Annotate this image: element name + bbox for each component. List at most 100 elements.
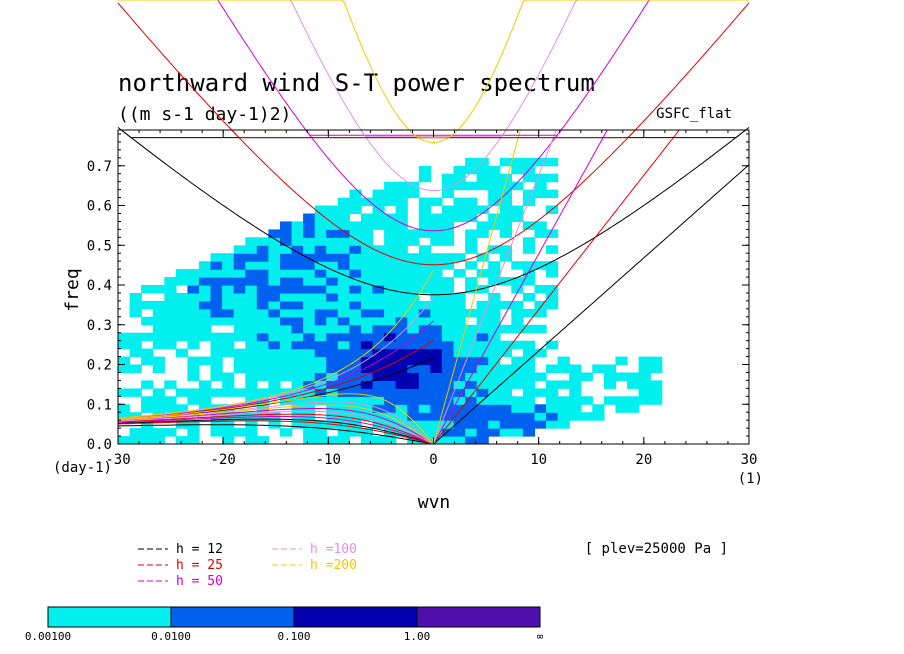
heatmap-cell (557, 364, 570, 373)
heatmap-cell (476, 364, 489, 373)
heatmap-cell (326, 277, 339, 286)
heatmap-cell (453, 173, 466, 183)
heatmap-cell (199, 388, 212, 397)
dispersion-curve-h100 (118, 401, 432, 443)
heatmap-cell (337, 245, 350, 254)
heatmap-cell (199, 293, 212, 302)
heatmap-cell (360, 372, 374, 381)
heatmap-cell (557, 396, 570, 405)
heatmap-cell (187, 364, 200, 373)
heatmap-cell (534, 388, 547, 397)
heatmap-cell (222, 332, 235, 342)
heatmap-cell (349, 420, 362, 429)
heatmap-cell (465, 181, 478, 191)
colorbar-label: 0.100 (277, 630, 310, 643)
heatmap-cell (256, 308, 269, 318)
heatmap-cell (187, 277, 200, 286)
heatmap-cell (603, 396, 617, 405)
heatmap-cell (337, 205, 350, 214)
heatmap-cell (522, 197, 536, 207)
heatmap-cell (430, 300, 443, 310)
heatmap-cell (360, 404, 374, 413)
heatmap-cell (222, 436, 235, 444)
heatmap-cell (372, 293, 385, 302)
heatmap-cell (164, 324, 177, 334)
dispersion-curve-h50 (305, 130, 562, 232)
heatmap-cell (280, 221, 293, 230)
heatmap-cell (476, 221, 489, 230)
heatmap-cell (360, 213, 374, 222)
heatmap-cell (280, 277, 293, 286)
heatmap-cell (303, 348, 316, 358)
heatmap-cell (268, 364, 281, 373)
heatmap-cell (603, 372, 617, 381)
heatmap-cell (407, 332, 420, 342)
heatmap-cell (152, 356, 165, 366)
heatmap-cell (164, 340, 177, 350)
heatmap-cell (349, 340, 362, 350)
heatmap-cell (187, 428, 200, 437)
heatmap-cell (187, 308, 200, 318)
heatmap-cell (407, 253, 420, 262)
heatmap-cell (441, 396, 455, 405)
heatmap-cell (499, 372, 512, 381)
heatmap-cell (210, 300, 223, 310)
heatmap-cell (499, 364, 512, 373)
heatmap-cell (546, 157, 559, 167)
dispersion-curve-h100 (433, 130, 557, 444)
heatmap-cell (418, 300, 431, 310)
heatmap-cell (256, 237, 269, 246)
heatmap-cell (372, 420, 385, 429)
heatmap-cell (303, 364, 316, 373)
heatmap-cell (337, 332, 350, 342)
heatmap-cell (465, 245, 478, 254)
dispersion-curve-h50 (118, 408, 432, 443)
heatmap-cell (511, 428, 524, 437)
heatmap-cell (638, 356, 651, 366)
heatmap-cell (407, 269, 420, 278)
heatmap-cell (337, 436, 350, 444)
heatmap-cell (314, 293, 327, 302)
heatmap-cell (476, 436, 489, 444)
heatmap-cell (418, 396, 431, 405)
heatmap-cell (152, 428, 165, 437)
heatmap-cell (499, 213, 512, 222)
heatmap-cell (418, 277, 431, 286)
heatmap-cell (395, 277, 408, 286)
heatmap-cell (546, 396, 559, 405)
heatmap-cell (141, 356, 154, 366)
heatmap-cell (210, 253, 223, 262)
heatmap-cell (337, 197, 350, 207)
heatmap-cell (546, 189, 559, 199)
heatmap-cell (222, 269, 235, 278)
heatmap-cell (280, 285, 293, 294)
heatmap-cell (268, 340, 281, 350)
heatmap-cell (164, 428, 177, 437)
heatmap-cell (441, 189, 455, 199)
heatmap-cell (441, 348, 455, 358)
heatmap-cell (372, 285, 385, 294)
heatmap-cell (280, 356, 293, 366)
heatmap-cell (256, 293, 269, 302)
heatmap-cell (372, 300, 385, 310)
heatmap-cell (233, 285, 246, 294)
heatmap-cell (314, 213, 327, 222)
heatmap-cell (384, 197, 397, 207)
heatmap-cell (465, 348, 478, 358)
heatmap-cell (152, 388, 165, 397)
heatmap-cell (453, 308, 466, 318)
heatmap-cell (522, 364, 536, 373)
heatmap-cell (349, 364, 362, 373)
heatmap-cell (175, 293, 188, 302)
heatmap-cell (129, 428, 142, 437)
heatmap-cell (603, 380, 617, 389)
heatmap-cell (430, 340, 443, 350)
heatmap-cell (384, 285, 397, 294)
heatmap-cell (465, 324, 478, 334)
heatmap-cell (326, 372, 339, 381)
heatmap-cell (245, 428, 258, 437)
heatmap-cell (395, 308, 408, 318)
dispersion-curve-h12 (433, 164, 749, 444)
heatmap-cell (499, 380, 512, 389)
heatmap-cell (187, 340, 200, 350)
